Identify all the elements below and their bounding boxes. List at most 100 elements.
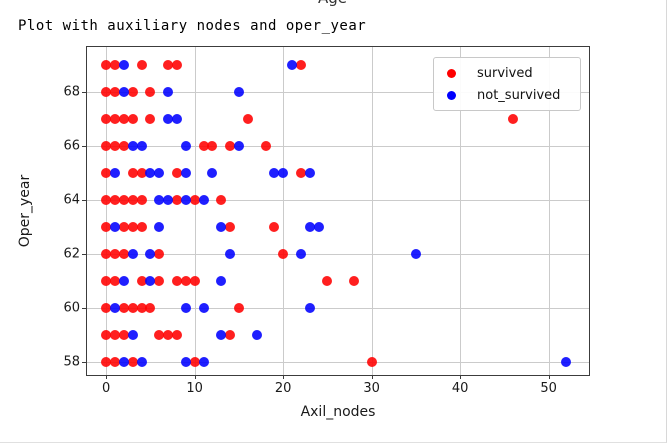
- plot-area: 0 10 20 30 40 50 58 60 62 64 66 68 Axil_nodes Oper_…: [17, 46, 590, 420]
- scatter-point-not_survived: [216, 222, 227, 233]
- scatter-point-survived: [225, 140, 236, 151]
- scatter-point-survived: [154, 276, 165, 287]
- scatter-point-survived: [198, 140, 209, 151]
- scatter-point-not_survived: [278, 167, 289, 178]
- scatter-point-survived: [127, 195, 138, 205]
- scatter-point-not_survived: [304, 167, 315, 178]
- scatter-point-not_survived: [172, 113, 182, 124]
- scatter-point-not_survived: [118, 86, 129, 97]
- scatter-point-survived: [225, 222, 236, 233]
- scatter-point-survived: [233, 303, 244, 314]
- scatter-point-survived: [118, 113, 129, 124]
- scatter-point-not_survived: [127, 140, 138, 151]
- y-tick-mark: [82, 254, 86, 256]
- scatter-point-survived: [136, 303, 147, 314]
- scatter-point-not_survived: [180, 167, 191, 178]
- scatter-point-survived: [101, 249, 112, 260]
- scatter-point-survived: [118, 303, 129, 314]
- scatter-point-survived: [163, 59, 174, 70]
- y-axis-label: Oper_year: [17, 174, 33, 248]
- grid-line-horizontal: [87, 362, 589, 364]
- scatter-point-not_survived: [154, 195, 165, 205]
- scatter-point-not_survived: [233, 140, 244, 151]
- scatter-point-not_survived: [110, 167, 121, 178]
- scatter-point-not_survived: [180, 195, 191, 205]
- scatter-point-survived: [180, 276, 191, 287]
- scatter-point-survived: [366, 357, 377, 368]
- scatter-point-survived: [118, 140, 129, 151]
- x-tick-mark: [283, 375, 285, 379]
- scatter-point-survived: [216, 195, 227, 205]
- scatter-point-not_survived: [127, 330, 138, 341]
- scatter-point-not_survived: [127, 249, 138, 260]
- x-axis-label: Axil_nodes: [300, 404, 376, 420]
- scatter-point-not_survived: [269, 167, 280, 178]
- scatter-point-not_survived: [233, 86, 244, 97]
- scatter-point-not_survived: [118, 59, 129, 70]
- scatter-point-survived: [101, 140, 112, 151]
- scatter-point-survived: [101, 276, 112, 287]
- scatter-point-survived: [136, 276, 147, 287]
- grid-line-vertical: [548, 47, 550, 375]
- scatter-point-not_survived: [304, 222, 315, 233]
- grid-line-horizontal: [87, 145, 589, 147]
- legend-item-not-survived: not_survived: [434, 84, 580, 106]
- scatter-point-survived: [101, 113, 112, 124]
- scatter-point-survived: [110, 59, 121, 70]
- clipped-age-label: Age: [318, 0, 362, 7]
- grid-line-horizontal: [87, 91, 589, 93]
- x-tick-label: 50: [540, 381, 557, 396]
- x-tick-mark: [106, 375, 108, 379]
- scatter-point-survived: [172, 330, 182, 341]
- scatter-point-not_survived: [198, 303, 209, 314]
- grid-line-vertical: [283, 47, 285, 375]
- y-tick-label: 64: [63, 192, 80, 208]
- scatter-point-not_survived: [295, 249, 306, 260]
- y-tick-mark: [82, 145, 86, 147]
- scatter-point-not_survived: [313, 222, 324, 233]
- scatter-point-survived: [322, 276, 333, 287]
- scatter-point-not_survived: [145, 167, 156, 178]
- scatter-point-not_survived: [180, 357, 191, 368]
- scatter-point-survived: [127, 167, 138, 178]
- scatter-point-not_survived: [216, 276, 227, 287]
- scatter-point-not_survived: [110, 303, 121, 314]
- scatter-point-not_survived: [163, 113, 174, 124]
- scatter-point-survived: [110, 140, 121, 151]
- scatter-point-not_survived: [118, 276, 129, 287]
- scatter-point-survived: [110, 357, 121, 368]
- scatter-point-not_survived: [145, 276, 156, 287]
- scatter-point-not_survived: [216, 330, 227, 341]
- scatter-point-survived: [101, 357, 112, 368]
- scatter-point-not_survived: [251, 330, 262, 341]
- scatter-point-survived: [225, 330, 236, 341]
- scatter-point-survived: [189, 195, 200, 205]
- grid-line-horizontal: [87, 254, 589, 256]
- x-tick-label: 40: [451, 381, 469, 396]
- scatter-point-survived: [278, 249, 289, 260]
- scatter-point-survived: [189, 276, 200, 287]
- scatter-point-not_survived: [154, 222, 165, 233]
- grid-line-vertical: [194, 47, 196, 375]
- scatter-point-not_survived: [110, 222, 121, 233]
- scatter-point-survived: [207, 140, 218, 151]
- scatter-point-survived: [269, 222, 280, 233]
- x-tick-mark: [460, 375, 462, 379]
- scatter-point-survived: [101, 86, 112, 97]
- scatter-point-survived: [127, 222, 138, 233]
- scatter-point-survived: [118, 249, 129, 260]
- scatter-point-survived: [145, 113, 156, 124]
- x-tick-mark: [371, 375, 373, 379]
- scatter-point-not_survived: [410, 249, 421, 260]
- legend-label: survived: [477, 65, 533, 81]
- y-tick-label: 60: [63, 300, 80, 316]
- scatter-point-survived: [136, 195, 147, 205]
- scatter-point-survived: [110, 276, 121, 287]
- scatter-point-not_survived: [561, 357, 572, 368]
- scatter-point-not_survived: [287, 59, 298, 70]
- scatter-point-survived: [172, 59, 182, 70]
- legend-label: not_survived: [477, 87, 561, 103]
- grid-line-horizontal: [87, 200, 589, 201]
- scatter-point-survived: [118, 222, 129, 233]
